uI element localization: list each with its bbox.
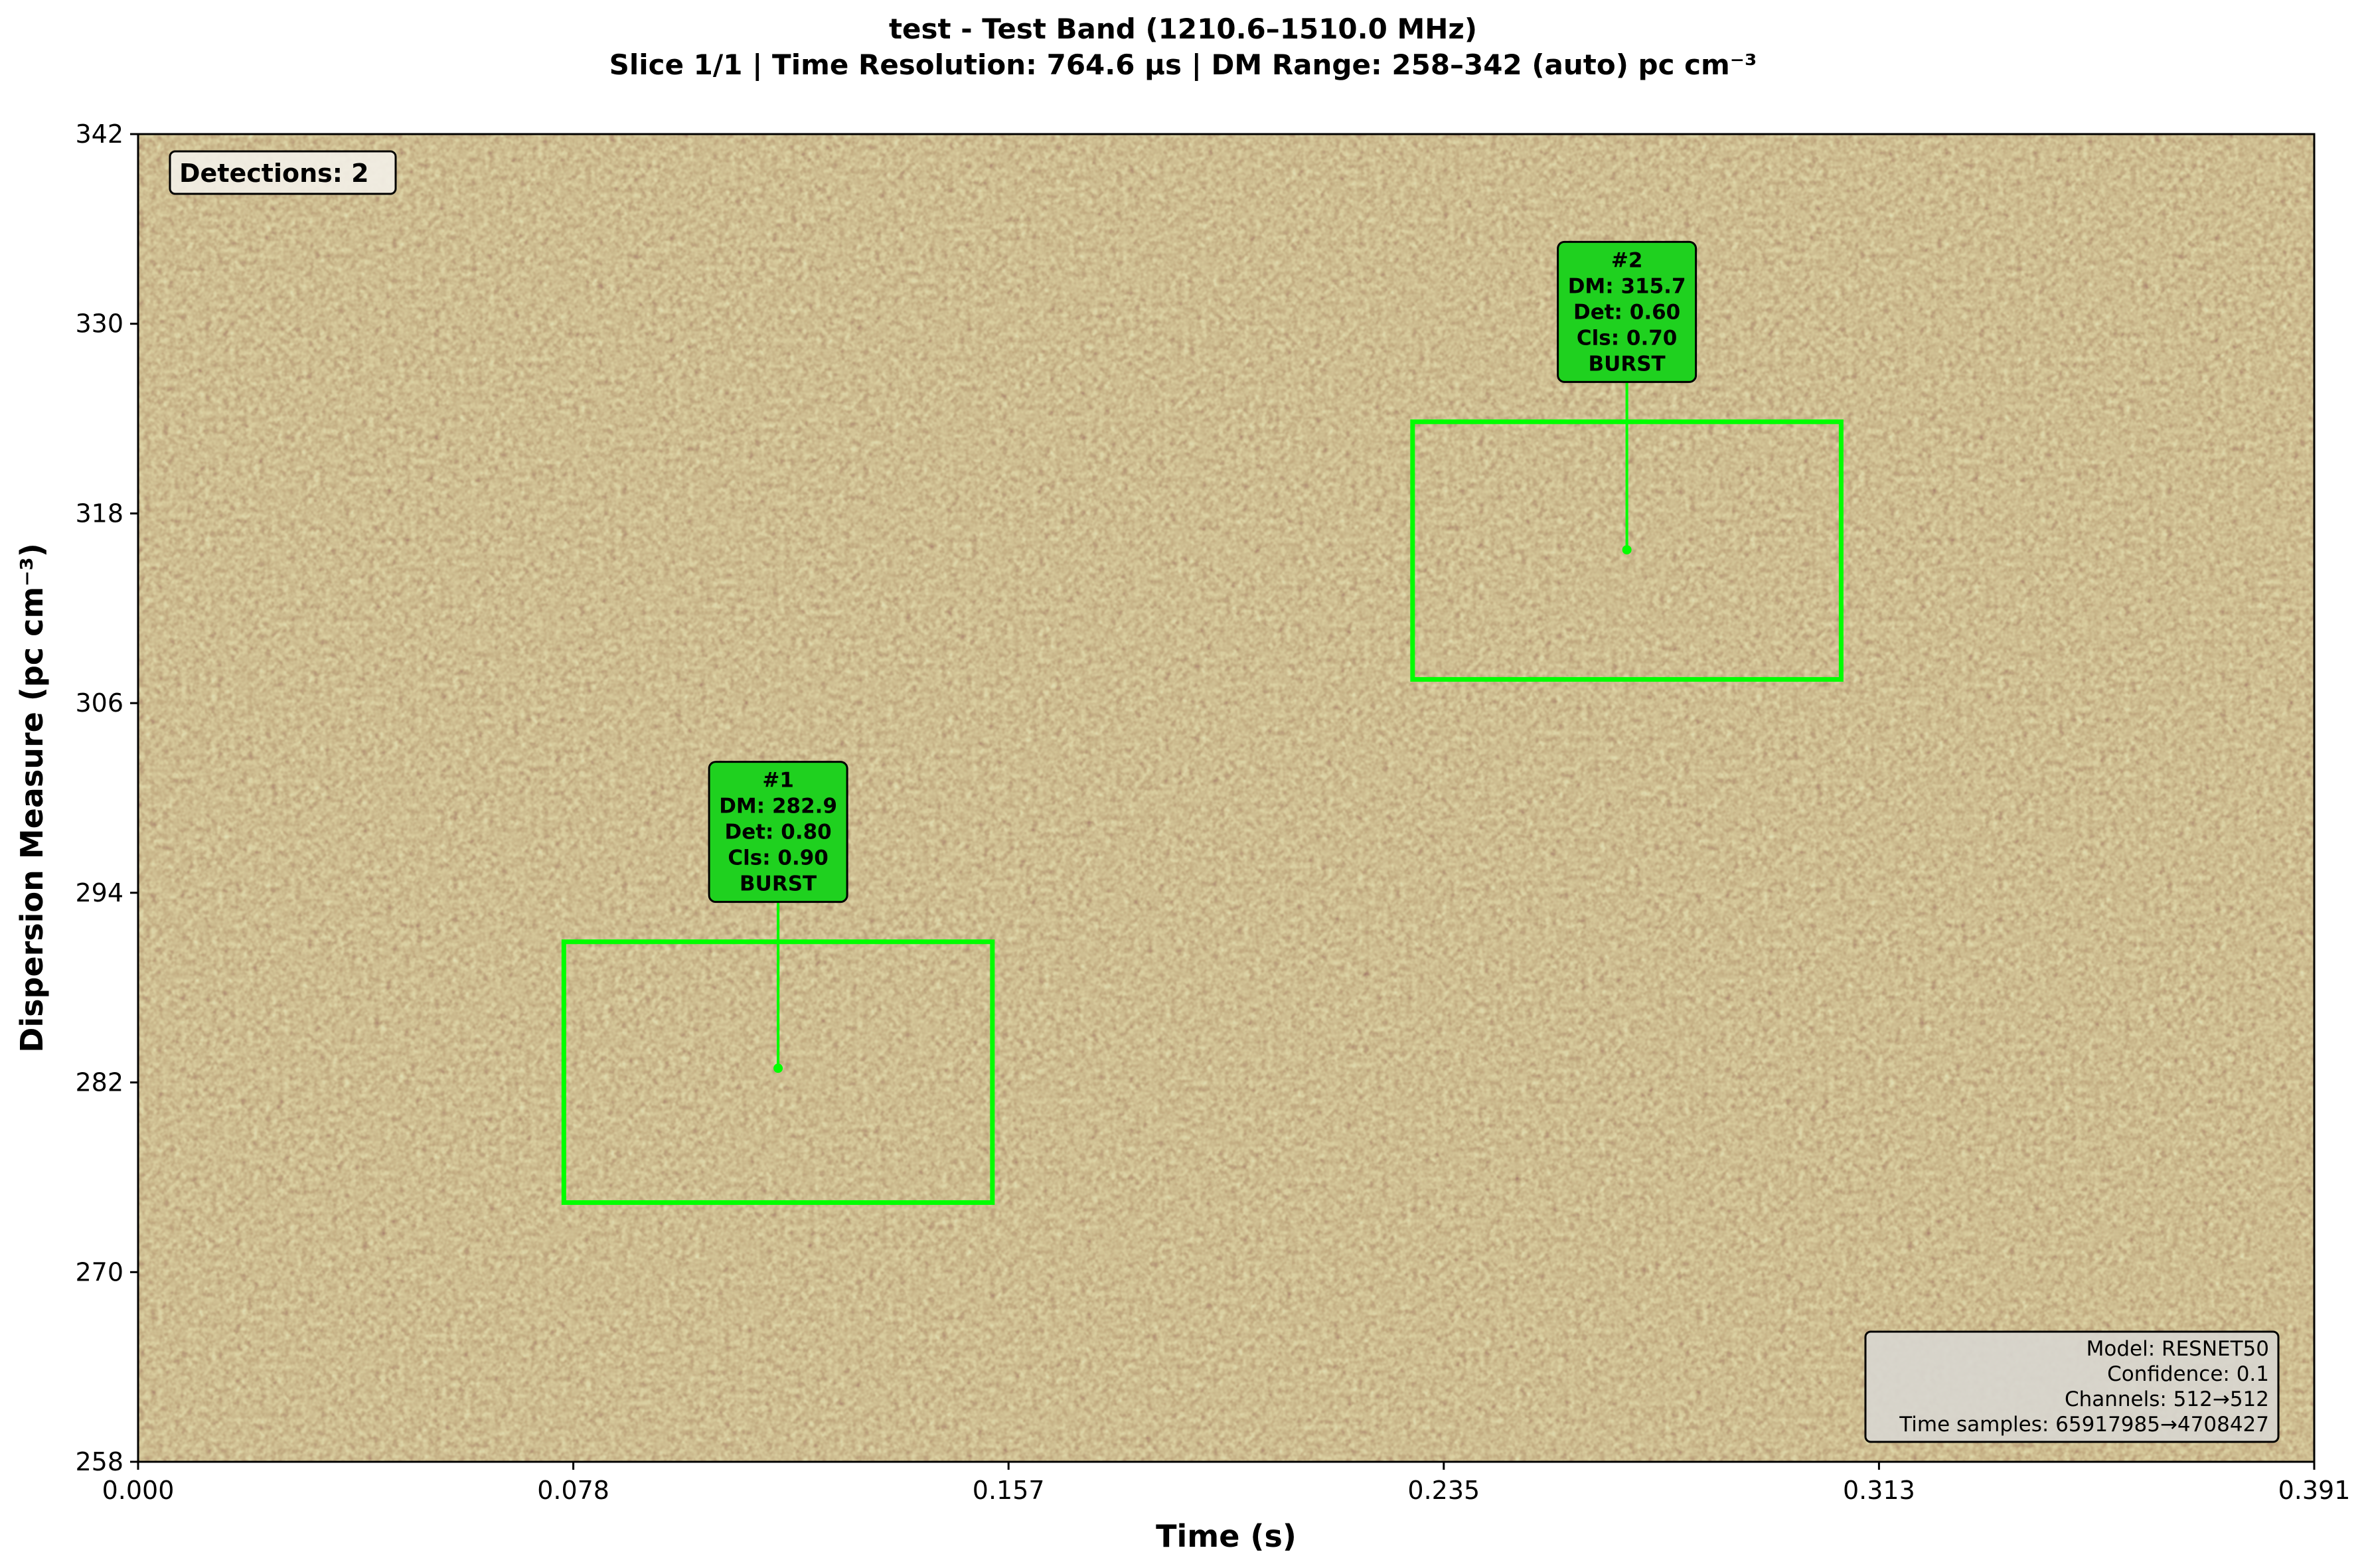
detection-dm-label: DM: 282.9 — [719, 795, 837, 819]
heatmap-image — [138, 134, 2314, 1462]
y-tick-label: 294 — [75, 878, 123, 907]
chart-subtitle: Slice 1/1 | Time Resolution: 764.6 µs | … — [609, 48, 1757, 81]
detection-center-marker — [773, 1063, 783, 1073]
y-tick-label: 330 — [75, 309, 123, 339]
y-tick-label: 342 — [75, 119, 123, 149]
y-tick-label: 318 — [75, 499, 123, 528]
info-confidence: Confidence: 0.1 — [2107, 1362, 2269, 1386]
x-axis-label: Time (s) — [1156, 1518, 1297, 1554]
info-time-samples: Time samples: 65917985→4708427 — [1899, 1413, 2269, 1437]
info-box-bg — [1864, 1330, 2280, 1443]
y-tick-label: 306 — [75, 688, 123, 718]
info-model: Model: RESNET50 — [2087, 1337, 2269, 1361]
x-axis: 0.000 0.078 0.157 0.235 0.313 0.391 — [102, 1462, 2351, 1505]
y-tick-label: 258 — [75, 1447, 123, 1476]
detection-class-label: BURST — [740, 872, 817, 896]
chart-title: test - Test Band (1210.6–1510.0 MHz) — [889, 13, 1477, 45]
y-axis-label: Dispersion Measure (pc cm⁻³) — [14, 543, 50, 1053]
detection-label-bg — [1557, 240, 1697, 383]
detection-det-score: Det: 0.80 — [724, 821, 831, 844]
detection-count-bg — [169, 150, 397, 195]
detection-center-marker — [1622, 545, 1632, 555]
detection-cls-score: Cls: 0.70 — [1577, 326, 1678, 350]
x-tick-label: 0.235 — [1407, 1476, 1480, 1505]
x-tick-label: 0.313 — [1843, 1476, 1915, 1505]
plot-area — [137, 133, 2316, 1463]
detection-class-label: BURST — [1589, 352, 1666, 376]
detection-det-score: Det: 0.60 — [1573, 300, 1680, 324]
detection-label-bg — [708, 761, 848, 903]
detection-id-label: #2 — [1611, 248, 1643, 272]
y-tick-label: 270 — [75, 1257, 123, 1287]
x-tick-label: 0.157 — [973, 1476, 1045, 1505]
y-axis: 258 270 282 294 306 318 330 342 — [75, 119, 138, 1476]
x-tick-label: 0.000 — [102, 1476, 175, 1505]
detection-id-label: #1 — [762, 769, 794, 793]
x-tick-label: 0.391 — [2278, 1476, 2351, 1505]
info-box: Model: RESNET50 Confidence: 0.1 Channels… — [1864, 1330, 2280, 1443]
detection-count-badge: Detections: 2 — [169, 150, 397, 195]
detection-dm-label: DM: 315.7 — [1568, 274, 1686, 298]
y-tick-label: 282 — [75, 1068, 123, 1097]
title-block: test - Test Band (1210.6–1510.0 MHz) Sli… — [609, 13, 1757, 81]
detection-count-text: Detections: 2 — [179, 159, 369, 188]
detection-cls-score: Cls: 0.90 — [728, 846, 828, 870]
info-channels: Channels: 512→512 — [2065, 1387, 2269, 1411]
plot-frame — [137, 133, 2316, 1463]
x-tick-label: 0.078 — [537, 1476, 609, 1505]
